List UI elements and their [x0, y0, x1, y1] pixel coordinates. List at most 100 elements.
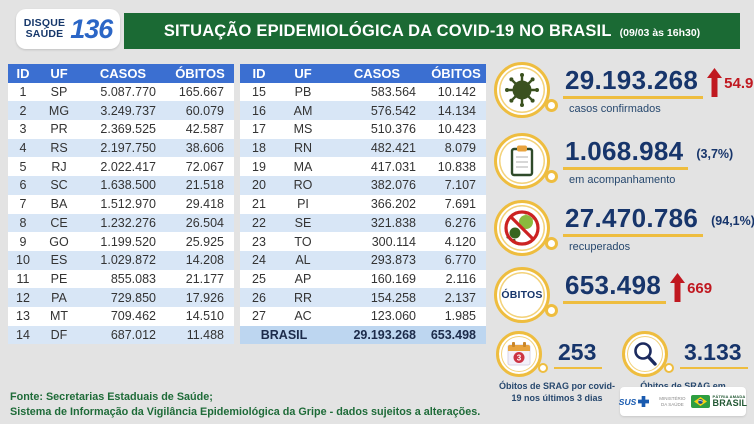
table-cell: 16	[252, 103, 266, 118]
table-cell: 482.421	[370, 141, 416, 156]
table-cell: 26.504	[185, 215, 224, 230]
table-cell: PE	[50, 271, 68, 286]
table-cell: 14.134	[437, 103, 476, 118]
table-cell: 417.031	[370, 159, 416, 174]
table-cell: 5.087.770	[100, 85, 156, 100]
source-line-2: Sistema de Informação da Vigilância Epid…	[10, 405, 481, 418]
table-cell: 576.542	[370, 103, 416, 118]
table-cell: 24	[252, 253, 266, 268]
table-cell: 510.376	[370, 122, 416, 137]
table-cell: 709.462	[110, 309, 156, 324]
table-body: 1 SP 5.087.770 165.667 2 MG 3.249.737 60.079 3 PR…	[8, 82, 234, 345]
table-cell: 21	[252, 197, 266, 212]
table-row: 2 MG 3.249.737 60.079	[8, 101, 234, 121]
table-cell: 321.838	[370, 215, 416, 230]
casos-confirmados-delta: 54.906	[724, 74, 754, 92]
table-cell: 25	[252, 271, 266, 286]
table-cell: AL	[295, 253, 311, 268]
disque-saude-number: 136	[70, 13, 113, 44]
table-row: 1 SP 5.087.770 165.667	[8, 82, 234, 102]
table-cell: 165.667	[178, 85, 224, 100]
up-arrow-icon	[670, 273, 686, 303]
table-cell: 21.518	[185, 178, 224, 193]
title-banner: SITUAÇÃO EPIDEMIOLÓGICA DA COVID-19 NO B…	[124, 13, 740, 49]
table-cell: 1.512.970	[100, 197, 156, 212]
table-header-row: ID UF CASOS ÓBITOS	[8, 64, 234, 83]
table-cell: 7	[19, 197, 27, 212]
obitos-delta: 669	[687, 279, 713, 297]
table-row: 3 PR 2.369.525 42.587	[8, 120, 234, 139]
total-label: BRASIL	[260, 327, 308, 342]
table-cell: 3	[19, 122, 27, 137]
table-cell: 42.587	[185, 122, 224, 137]
government-logos: SUS MINISTÉRIO DA SAÚDE PÁTRIA AMADA BRA…	[619, 387, 747, 416]
sus-logo: SUS	[619, 396, 650, 407]
table-cell: 10	[16, 253, 30, 268]
table-cell: 26	[252, 290, 266, 305]
table-cell: 1.638.500	[100, 178, 156, 193]
table-cell: DF	[50, 327, 68, 342]
table-cell: GO	[49, 234, 69, 249]
table-cell: 14.208	[185, 253, 224, 268]
virus-icon	[494, 62, 558, 118]
table-cell: 2.116	[445, 271, 476, 286]
clipboard-icon	[494, 133, 558, 189]
table-cell: 6	[19, 178, 27, 193]
table-cell: 7.691	[444, 197, 476, 212]
stat-recuperados: 27.470.786 (94,1%) recuperados	[494, 200, 754, 256]
table-cell: 10.423	[437, 122, 476, 137]
table-cell: MS	[293, 122, 313, 137]
srag-investigacao-value: 3.133	[680, 339, 748, 369]
srag-3-dias-label: Óbitos de SRAG por covid-19 nos últimos …	[498, 381, 615, 403]
table-cell: RJ	[51, 159, 67, 174]
table-cell: TO	[294, 234, 312, 249]
source-line-1: Fonte: Secretarias Estaduais de Saúde;	[10, 391, 213, 403]
table-cell: 300.114	[371, 234, 416, 249]
table-cell: 14	[16, 327, 30, 342]
ministry-label: MINISTÉRIO DA SAÚDE	[659, 396, 686, 407]
magnifier-icon	[622, 331, 674, 377]
table-cell: 1.232.276	[100, 215, 156, 230]
table-cell: 14.510	[185, 309, 224, 324]
table-cell: 583.564	[370, 85, 416, 100]
table-cell: 1	[19, 85, 27, 100]
table-cell: 160.169	[370, 271, 416, 286]
table-cell: 11.488	[186, 327, 224, 342]
table-cell: 60.079	[185, 103, 224, 118]
table-cell: 2.022.417	[100, 159, 156, 174]
table-row: 15 PB 583.564 10.142	[240, 82, 486, 102]
table-row: 8 CE 1.232.276 26.504	[8, 213, 234, 233]
no-virus-icon	[494, 200, 558, 256]
table-row: 6 SC 1.638.500 21.518	[8, 176, 234, 195]
total-obitos: 653.498	[430, 327, 476, 342]
table-cell: RR	[293, 290, 313, 305]
table-cell: 4.120	[444, 234, 476, 249]
table-cell: 1.199.520	[100, 234, 156, 249]
table-row: 23 TO 300.114 4.120	[240, 232, 486, 251]
table-row: 22 SE 321.838 6.276	[240, 213, 486, 233]
table-cell: 8.079	[444, 141, 476, 156]
table-cell: BA	[50, 197, 68, 212]
table-row: 19 MA 417.031 10.838	[240, 157, 486, 177]
table-cell: 7.107	[444, 178, 476, 193]
table-cell: PI	[297, 197, 309, 212]
table-cell: 18	[252, 141, 266, 156]
table-cell: 21.177	[185, 271, 224, 286]
table-cell: RS	[50, 141, 68, 156]
table-cell: 11	[16, 271, 30, 286]
table-cell: AC	[294, 309, 312, 324]
recuperados-value: 27.470.786	[563, 204, 704, 238]
table-header-row: ID UF CASOS ÓBITOS	[240, 64, 486, 83]
table-cell: 6.276	[444, 215, 476, 230]
table-row: 21 PI 366.202 7.691	[240, 194, 486, 214]
table-cell: 366.202	[370, 197, 416, 212]
table-cell: 25.925	[185, 234, 224, 249]
calendar-3-icon: 3	[496, 331, 548, 377]
states-table-left: ID UF CASOS ÓBITOS 1 SP 5.087.770 165.667 2 M…	[8, 64, 234, 345]
casos-confirmados-label: casos confirmados	[569, 103, 661, 116]
column-header-obitos: ÓBITOS	[175, 65, 225, 81]
table-cell: 9	[19, 234, 27, 249]
table-cell: 123.060	[370, 309, 416, 324]
stat-casos-confirmados: 29.193.268 54.906 casos confirmados	[494, 62, 754, 118]
obitos-value: 653.498	[563, 271, 667, 305]
